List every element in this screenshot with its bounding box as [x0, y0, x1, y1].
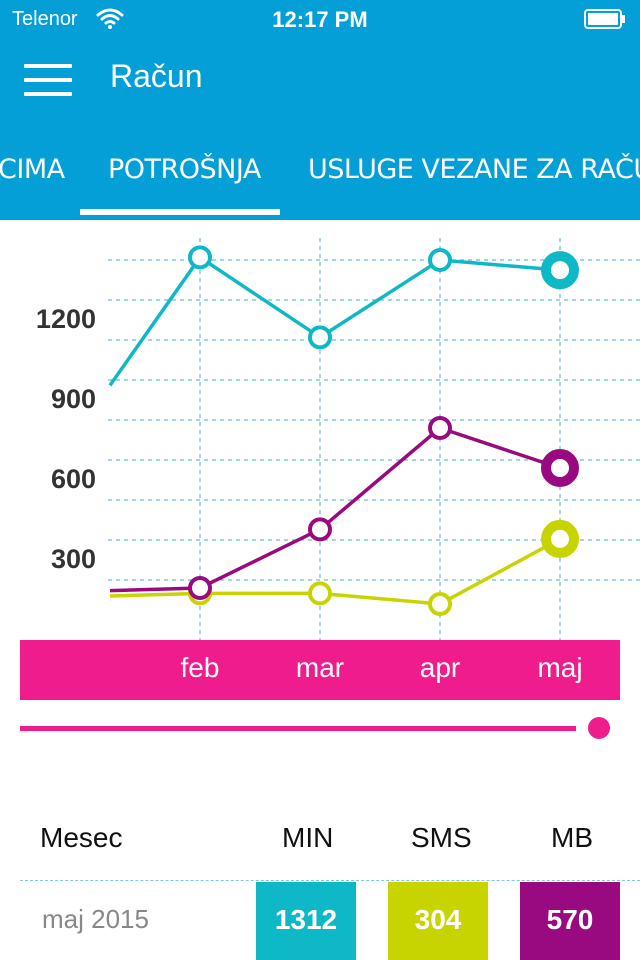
- slider-track[interactable]: [20, 726, 576, 731]
- page-title: Račun: [110, 58, 203, 94]
- slider-handle[interactable]: [588, 717, 610, 739]
- data-point-sms: [428, 592, 452, 616]
- status-time: 12:17 PM: [272, 7, 368, 32]
- carrier-name: Telenor: [12, 8, 78, 30]
- chart-plot: [108, 238, 640, 640]
- tab-potrosnja[interactable]: POTROŠNJA: [108, 154, 261, 185]
- min-value-badge[interactable]: 1312: [256, 882, 356, 960]
- y-tick-label: 300: [50, 544, 96, 574]
- x-tick-mar[interactable]: mar: [295, 652, 345, 683]
- series-line-mb: [109, 426, 561, 593]
- data-point-min: [188, 245, 212, 270]
- hamburger-icon[interactable]: [24, 62, 74, 98]
- data-point-mb: [541, 449, 579, 487]
- x-axis-band: feb mar apr maj: [20, 640, 620, 700]
- data-point-min: [541, 251, 579, 290]
- data-point-sms: [308, 581, 332, 606]
- mb-value-badge[interactable]: 570: [520, 882, 620, 960]
- data-point-min: [428, 248, 452, 272]
- period-slider[interactable]: [20, 714, 620, 742]
- y-tick-label: 900: [50, 384, 96, 414]
- column-header-sms: SMS: [411, 822, 472, 853]
- sms-value-badge[interactable]: 304: [388, 882, 488, 960]
- row-month: maj 2015: [42, 904, 149, 934]
- app-header: Račun CIMA POTROŠNJA USLUGE VEZANE ZA RA…: [0, 40, 640, 220]
- data-point-min: [308, 325, 332, 350]
- status-bar: Telenor 12:17 PM: [0, 0, 640, 40]
- data-point-mb: [308, 517, 332, 542]
- usage-chart: 1200 900 600 300: [0, 220, 640, 640]
- data-point-sms: [541, 519, 579, 558]
- tab-usluge-vezane-za-racun[interactable]: USLUGE VEZANE ZA RAČUN: [308, 154, 640, 185]
- column-header-mb: MB: [551, 822, 593, 853]
- wifi-icon: [96, 8, 124, 29]
- x-tick-maj[interactable]: maj: [537, 652, 583, 683]
- active-tab-indicator: [80, 209, 280, 215]
- y-tick-label: 600: [50, 464, 96, 494]
- y-tick-label: 1200: [35, 304, 96, 334]
- tab-cima[interactable]: CIMA: [0, 154, 65, 185]
- battery-icon: [584, 9, 625, 29]
- series-line-min: [108, 254, 561, 387]
- table-divider: [20, 880, 640, 881]
- x-tick-feb[interactable]: feb: [180, 652, 220, 683]
- data-point-mb: [428, 416, 452, 440]
- x-tick-apr[interactable]: apr: [419, 652, 461, 683]
- series-line-sms: [109, 537, 561, 606]
- data-point-mb: [188, 576, 212, 600]
- column-header-month: Mesec: [40, 822, 123, 853]
- column-header-min: MIN: [282, 822, 334, 853]
